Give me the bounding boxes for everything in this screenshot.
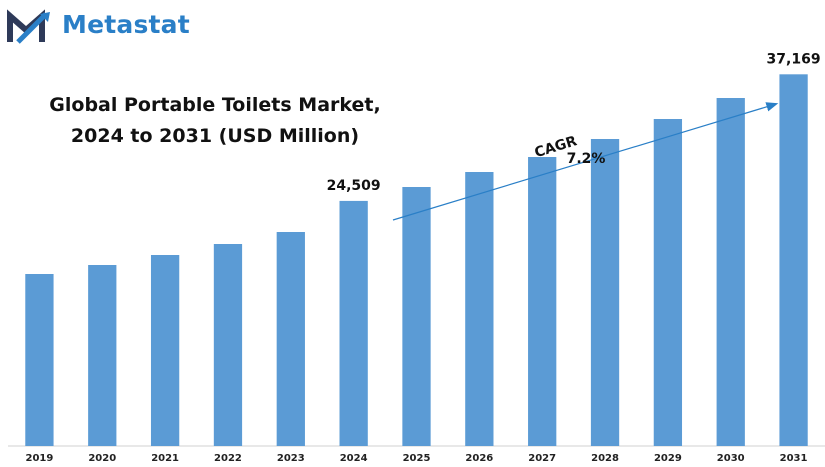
bar-2024 [339,200,368,446]
bar-2031 [779,74,808,446]
x-tick-label-2021: 2021 [151,453,179,464]
x-tick-label-2024: 2024 [340,453,368,464]
bar-2020 [88,265,117,446]
x-tick-label-2026: 2026 [465,453,493,464]
bar-2021 [150,255,180,446]
x-tick-label-2025: 2025 [403,453,431,464]
x-tick-label-2020: 2020 [88,453,116,464]
x-tick-label-2019: 2019 [26,453,54,464]
bar-2019 [25,274,54,446]
bar-2028 [590,139,620,446]
chart-title-line-1: Global Portable Toilets Market, [49,94,381,116]
x-tick-label-2023: 2023 [277,453,305,464]
brand-name: Metastat [62,10,190,39]
bar-2026 [465,172,494,446]
x-tick-label-2029: 2029 [654,453,682,464]
bar-2027 [528,157,557,446]
x-tick-label-2027: 2027 [528,453,556,464]
bar-2022 [213,244,243,446]
chart-title: Global Portable Toilets Market, 2024 to … [40,90,390,152]
x-tick-label-2030: 2030 [717,453,745,464]
x-tick-label-2028: 2028 [591,453,619,464]
x-tick-label-2022: 2022 [214,453,242,464]
data-label-2024: 24,509 [327,178,381,194]
bar-2025 [402,187,431,446]
bar-2029 [653,119,683,446]
cagr-arrow [392,102,779,221]
metastat-logo-icon [7,9,50,44]
data-label-2031: 37,169 [767,51,821,67]
bar-2030 [716,98,745,446]
bar-2023 [276,232,305,446]
x-tick-label-2031: 2031 [780,453,808,464]
cagr-value: 7.2% [567,151,606,167]
chart-title-line-2: 2024 to 2031 (USD Million) [70,125,360,147]
